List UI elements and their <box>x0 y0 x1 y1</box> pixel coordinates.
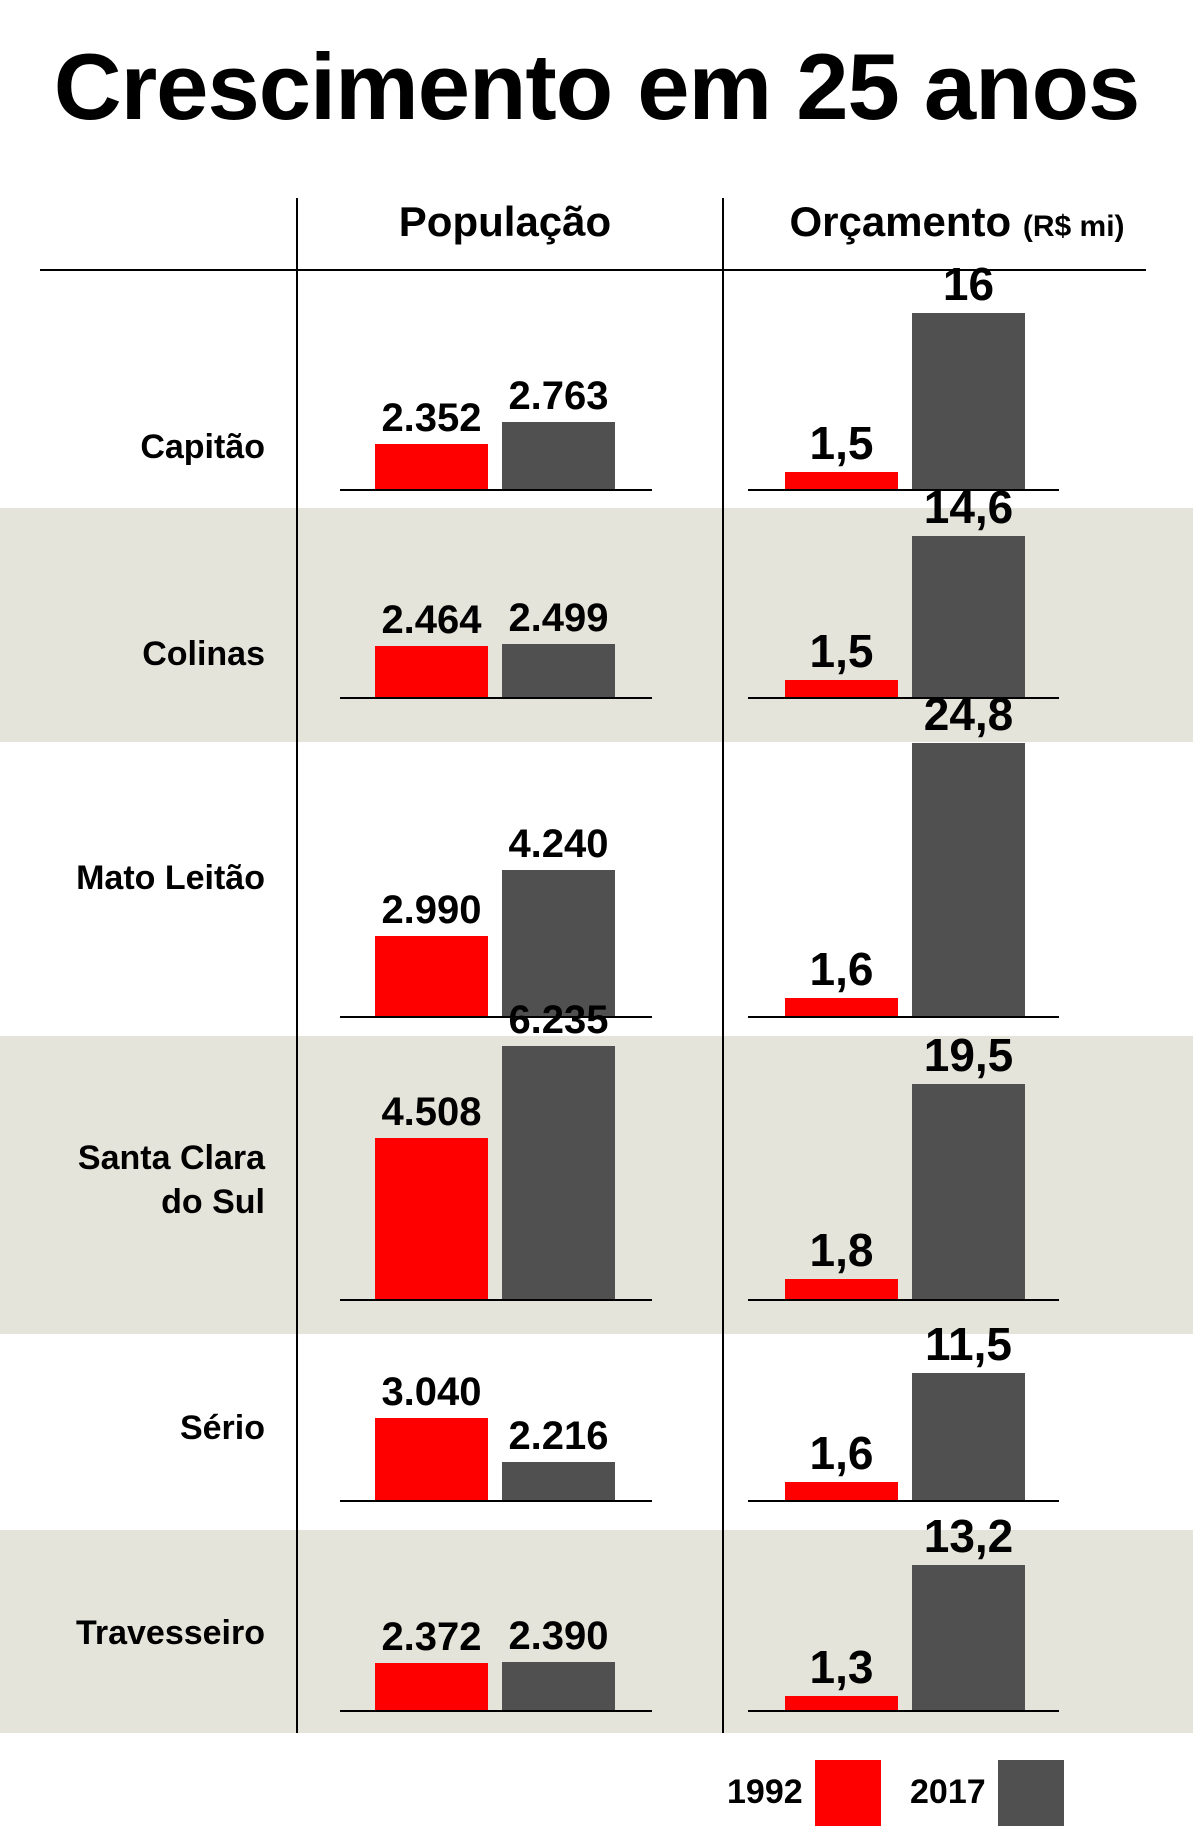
budget-value-1992: 1,5 <box>809 417 874 470</box>
row-label: Colinas <box>142 635 265 673</box>
budget-header-label: Orçamento <box>789 198 1012 245</box>
population-baseline <box>340 1016 652 1018</box>
population-bar-2017 <box>502 1662 615 1710</box>
budget-baseline <box>748 697 1059 699</box>
budget-value-2017: 13,2 <box>923 1509 1014 1562</box>
budget-value-1992: 1,6 <box>809 1427 874 1480</box>
budget-bar-2017 <box>912 536 1025 697</box>
budget-bar-2017 <box>912 1084 1025 1299</box>
budget-column-header: Orçamento (R$ mi) <box>722 198 1192 246</box>
population-value-2017: 6.235 <box>508 998 609 1043</box>
population-baseline <box>340 489 652 491</box>
population-bar-2017 <box>502 1461 615 1500</box>
population-value-2017: 2.216 <box>508 1413 609 1458</box>
population-column-header: População <box>300 198 710 246</box>
population-baseline <box>340 1710 652 1712</box>
budget-bar-1992 <box>785 1482 898 1500</box>
population-value-1992: 2.352 <box>381 395 482 440</box>
population-bar-1992 <box>375 1138 488 1299</box>
budget-value-1992: 1,6 <box>809 943 874 996</box>
legend-label-1992: 1992 <box>727 1773 803 1811</box>
legend-swatch-2017 <box>998 1760 1064 1826</box>
population-value-2017: 4.240 <box>508 821 609 866</box>
budget-value-2017: 16 <box>942 257 995 310</box>
population-baseline <box>340 1500 652 1502</box>
row-label: Mato Leitão <box>76 859 265 897</box>
budget-value-2017: 24,8 <box>923 687 1014 740</box>
population-value-1992: 4.508 <box>381 1090 482 1135</box>
budget-bar-1992 <box>785 998 898 1016</box>
population-bar-2017 <box>502 869 615 1016</box>
budget-value-2017: 19,5 <box>923 1029 1014 1082</box>
budget-bar-2017 <box>912 742 1025 1016</box>
budget-bar-2017 <box>912 1373 1025 1500</box>
budget-baseline <box>748 1710 1059 1712</box>
population-value-2017: 2.390 <box>508 1614 609 1659</box>
population-bar-1992 <box>375 1663 488 1710</box>
population-baseline <box>340 697 652 699</box>
budget-value-2017: 14,6 <box>923 481 1014 534</box>
budget-baseline <box>748 1016 1059 1018</box>
population-value-1992: 2.464 <box>381 597 482 642</box>
population-header-label: População <box>398 198 612 245</box>
budget-bar-2017 <box>912 1564 1025 1710</box>
budget-bar-1992 <box>785 680 898 697</box>
budget-baseline <box>748 1299 1059 1301</box>
budget-value-1992: 1,5 <box>809 625 874 678</box>
population-bar-1992 <box>375 443 488 489</box>
budget-baseline <box>748 489 1059 491</box>
budget-value-1992: 1,3 <box>809 1640 874 1693</box>
budget-bar-2017 <box>912 312 1025 489</box>
population-bar-2017 <box>502 643 615 697</box>
population-value-1992: 3.040 <box>381 1369 482 1414</box>
population-bar-1992 <box>375 645 488 697</box>
legend-swatch-1992 <box>815 1760 881 1826</box>
population-value-2017: 2.763 <box>508 373 609 418</box>
population-value-2017: 2.499 <box>508 595 609 640</box>
legend-label-2017: 2017 <box>910 1773 986 1811</box>
budget-value-1992: 1,8 <box>809 1224 874 1277</box>
row-label: Capitão <box>140 428 265 466</box>
population-value-1992: 2.372 <box>381 1615 482 1660</box>
budget-unit-label: (R$ mi) <box>1022 210 1125 243</box>
row-label: Travesseiro <box>75 1614 265 1652</box>
budget-value-2017: 11,5 <box>925 1318 1012 1371</box>
budget-bar-1992 <box>785 472 898 489</box>
population-bar-1992 <box>375 936 488 1016</box>
row-label: Sério <box>179 1409 265 1447</box>
row-label: Santa Clara do Sul <box>77 1139 265 1221</box>
divider-left <box>296 198 298 1733</box>
budget-bar-1992 <box>785 1279 898 1299</box>
header-rule <box>40 269 1146 271</box>
population-value-1992: 2.990 <box>381 888 482 933</box>
divider-right <box>722 198 724 1733</box>
budget-bar-1992 <box>785 1695 898 1710</box>
budget-baseline <box>748 1500 1059 1502</box>
population-bar-2017 <box>502 1046 615 1299</box>
chart-title: Crescimento em 25 anos <box>53 34 1141 139</box>
population-baseline <box>340 1299 652 1301</box>
population-bar-2017 <box>502 421 615 489</box>
population-bar-1992 <box>375 1417 488 1500</box>
